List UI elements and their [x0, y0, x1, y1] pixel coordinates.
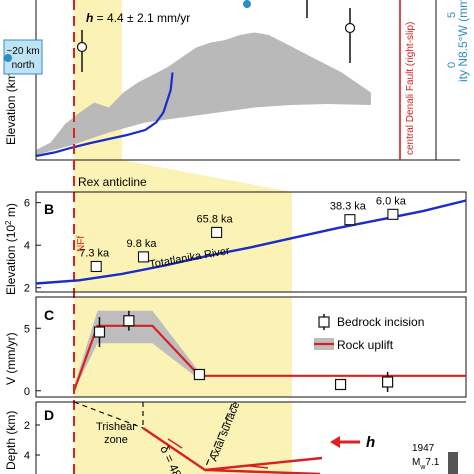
fault-trace-flat: [204, 456, 323, 472]
legend-uplift-label: Rock uplift: [337, 338, 394, 352]
age-label-3: 38.3 ka: [330, 201, 367, 213]
panel-c: C V (mm/yr) 0 5 Bedrock incision Rock upl…: [4, 296, 467, 398]
age-label-0: 7.3 ka: [79, 247, 110, 259]
panel-d-ylabel: Depth (km): [4, 411, 18, 470]
panel-a-right-ylabel: ity N8.5°W (mm/yr): [456, 0, 470, 82]
rex-anticline-label: Rex anticline: [78, 175, 147, 189]
age-label-4: 6.0 ka: [376, 195, 407, 207]
age-sample-2: [211, 226, 223, 238]
tick-label-b-4: 4: [24, 240, 30, 252]
panel-c-frame: [35, 296, 467, 398]
trishear-label-2: zone: [104, 434, 128, 446]
eq-magnitude: Mw7.1: [412, 457, 440, 471]
age-sample-4: [387, 208, 399, 220]
right-tick-5: 5: [446, 12, 458, 18]
nff-label: NFf: [76, 236, 87, 252]
velocity-point-a4: [344, 22, 356, 34]
tick-label-d-4: 4: [24, 450, 30, 462]
blue-marker-left: [4, 54, 12, 62]
age-sample-1: [137, 251, 150, 263]
panel-b-letter: B: [44, 201, 54, 217]
scale-box-line2: north: [12, 60, 35, 71]
elevation-range-band: [36, 32, 371, 155]
blue-marker-top: [243, 0, 251, 8]
slip-arrow-2: [249, 465, 269, 469]
h-arrow-head: [330, 436, 340, 448]
tick-label-c-0: 0: [24, 386, 30, 398]
trishear-boundary-1: [73, 401, 144, 429]
incision-point-3: [334, 378, 347, 391]
incision-point-0: [93, 326, 106, 338]
incision-point-2: [193, 368, 206, 381]
incision-point-1: [123, 315, 135, 327]
highlight-d: [74, 402, 292, 474]
tick-label-c-5: 5: [24, 323, 30, 335]
eq-year: 1947: [412, 443, 435, 454]
highlight-trapezoid: [74, 160, 292, 192]
trishear-label-1: Trishear: [96, 421, 136, 433]
rock-uplift-line: [72, 324, 466, 392]
scale-box-line1: ~20 km: [6, 46, 39, 57]
right-tick-0: 0: [446, 62, 458, 68]
h-label: h: [366, 434, 375, 451]
panel-b-frame: [35, 191, 467, 293]
panel-c-ylabel: V (mm/yr): [4, 332, 18, 385]
rate-annotation: h = 4.4 ± 2.1 mm/yr: [86, 11, 190, 25]
velocity-point-a1: [76, 41, 88, 53]
legend-incision-marker: [318, 316, 330, 328]
uplift-uncertainty-band: [74, 310, 200, 391]
tick-label-d-2: 2: [24, 420, 30, 432]
age-sample-0: [90, 260, 102, 273]
legend: Bedrock incision Rock uplift: [314, 314, 424, 352]
panel-b-ylabel: Elevation (102 m): [4, 203, 19, 295]
legend-incision-label: Bedrock incision: [337, 315, 424, 329]
panel-a-ylabel: Elevation (km): [4, 68, 18, 145]
age-label-2: 65.8 ka: [197, 213, 234, 225]
tick-label-b-2: 2: [24, 283, 30, 295]
axial-surface-line: [205, 403, 233, 467]
age-label-1: 9.8 ka: [127, 238, 158, 250]
tick-label-b-6: 6: [24, 198, 30, 210]
denali-fault-label: central Denali Fault (right-slip): [405, 22, 416, 155]
river-profile-a: [35, 72, 174, 158]
age-sample-3: [344, 214, 356, 226]
eq-marker: [448, 452, 458, 474]
slip-arrow-1: [167, 438, 183, 449]
incision-point-4: [382, 376, 394, 388]
panel-c-letter: C: [44, 307, 54, 323]
panel-a: central Denali Fault (right-slip) Elevat…: [3, 0, 470, 161]
panel-d-letter: D: [44, 407, 54, 423]
